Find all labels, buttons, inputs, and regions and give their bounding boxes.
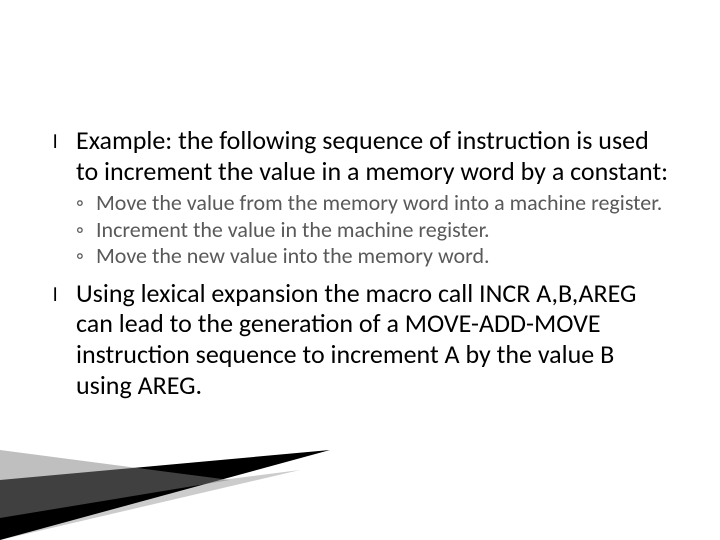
list-item: ◦ Increment the value in the machine reg… [76,217,670,243]
list-item: । Example: the following sequence of ins… [50,125,670,186]
sub-list: ◦ Move the value from the memory word in… [76,190,670,269]
sub-item-text: Move the value from the memory word into… [96,190,670,216]
sub-item-text: Move the new value into the memory word. [96,243,670,269]
main-item-text: Using lexical expansion the macro call I… [76,278,670,401]
main-bullet-icon: । [50,127,76,155]
decorative-wedge-icon [0,450,330,540]
list-item: ◦ Move the value from the memory word in… [76,190,670,216]
slide: । Example: the following sequence of ins… [0,0,720,540]
main-item-text: Example: the following sequence of instr… [76,125,670,186]
sub-bullet-icon: ◦ [76,190,96,216]
sub-bullet-icon: ◦ [76,243,96,269]
list-item: ◦ Move the new value into the memory wor… [76,243,670,269]
sub-item-text: Increment the value in the machine regis… [96,217,670,243]
sub-bullet-icon: ◦ [76,217,96,243]
slide-content: । Example: the following sequence of ins… [50,125,670,400]
main-bullet-icon: । [50,280,76,308]
list-item: । Using lexical expansion the macro call… [50,278,670,401]
